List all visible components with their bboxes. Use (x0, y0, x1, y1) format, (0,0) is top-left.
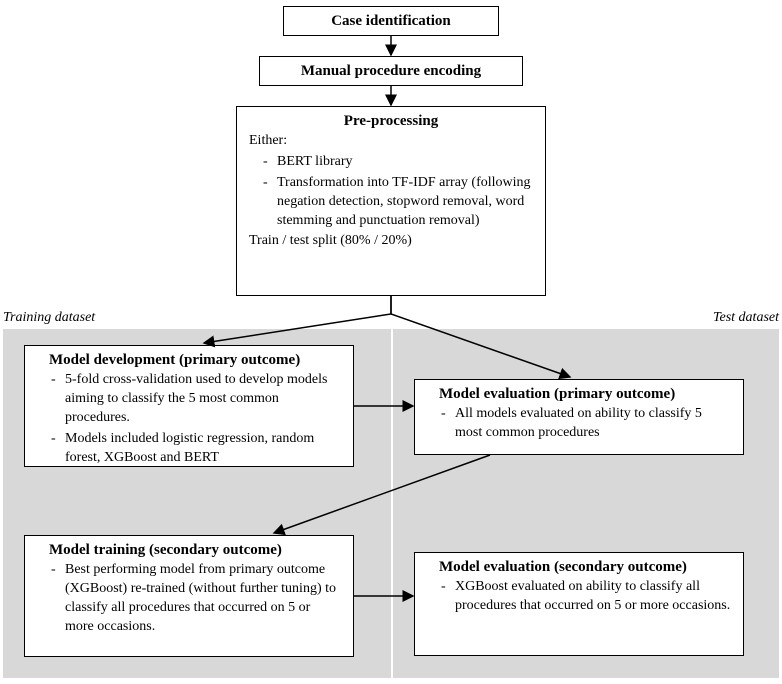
node-model-dev-primary: Model development (primary outcome) 5-fo… (24, 345, 354, 467)
node-title: Model development (primary outcome) (37, 352, 341, 369)
node-title: Manual procedure encoding (301, 63, 481, 80)
node-intro: Either: (249, 132, 533, 151)
list-item: Best performing model from primary outco… (51, 561, 341, 637)
node-body: Either: BERT library Transformation into… (249, 132, 533, 251)
node-body: Best performing model from primary outco… (37, 561, 341, 637)
list-item: 5-fold cross-validation used to develop … (51, 371, 341, 428)
label-training: Training dataset (3, 310, 95, 326)
list-item: All models evaluated on ability to class… (441, 405, 731, 443)
node-case-identification: Case identification (283, 6, 499, 36)
node-title: Model evaluation (primary outcome) (427, 386, 731, 403)
list-item: BERT library (263, 153, 533, 172)
node-title: Pre-processing (249, 113, 533, 130)
node-title: Case identification (331, 13, 451, 30)
list-item: Transformation into TF-IDF array (follow… (263, 174, 533, 231)
node-trailer: Train / test split (80% / 20%) (249, 232, 533, 251)
node-title: Model evaluation (secondary outcome) (427, 559, 731, 576)
node-body: All models evaluated on ability to class… (427, 405, 731, 443)
list-item: XGBoost evaluated on ability to classify… (441, 578, 731, 616)
list-item: Models included logistic regression, ran… (51, 430, 341, 468)
node-body: XGBoost evaluated on ability to classify… (427, 578, 731, 616)
node-preprocessing: Pre-processing Either: BERT library Tran… (236, 106, 546, 296)
node-model-train-secondary: Model training (secondary outcome) Best … (24, 535, 354, 657)
node-manual-encoding: Manual procedure encoding (259, 56, 523, 86)
node-body: 5-fold cross-validation used to develop … (37, 371, 341, 467)
label-test: Test dataset (713, 310, 779, 326)
node-model-eval-primary: Model evaluation (primary outcome) All m… (414, 379, 744, 455)
node-title: Model training (secondary outcome) (37, 542, 341, 559)
node-model-eval-secondary: Model evaluation (secondary outcome) XGB… (414, 552, 744, 656)
